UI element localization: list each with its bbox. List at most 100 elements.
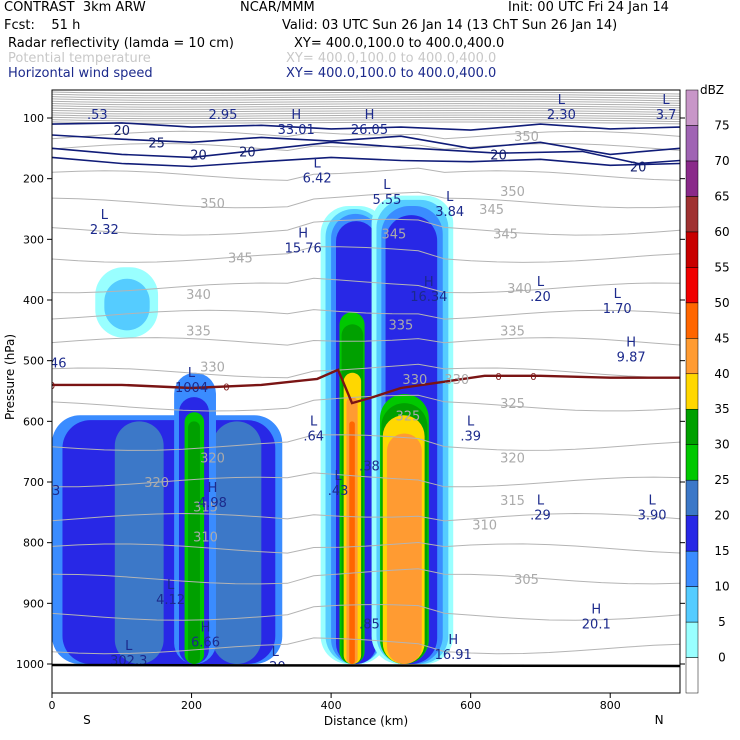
colorbar-swatch [685, 160, 699, 197]
extremum-symbol: L [314, 157, 322, 172]
wind-contour-line [52, 141, 680, 165]
extremum-value: 2.30 [547, 108, 576, 123]
theta-contour-label: 320 [144, 476, 169, 491]
colorbar-level-label: 35 [714, 402, 729, 416]
init-time: Init: 00 UTC Fri 24 Jan 14 [508, 0, 669, 15]
colorbar-swatch [685, 550, 699, 587]
extremum-symbol: H [365, 108, 375, 123]
theta-contour-label: 340 [507, 282, 532, 297]
extremum-value: 9.87 [617, 351, 646, 366]
extremum-value: 6.66 [191, 636, 220, 651]
theta-contour-label: 315 [193, 500, 218, 515]
extremum-symbol: L [662, 93, 670, 108]
extremum-value: .43 [328, 484, 349, 499]
extremum-symbol: L [125, 639, 133, 654]
colorbar-level-label: 75 [714, 118, 729, 132]
theta-contour-label: 305 [514, 573, 539, 588]
theta-contour-label: 345 [381, 227, 406, 242]
extremum-symbol: H [208, 481, 218, 496]
extremum-value: 2.32 [90, 223, 119, 238]
colorbar-level-label: 0 [718, 651, 726, 665]
y-tick-label: 300 [23, 233, 44, 246]
colorbar-level-label: 65 [714, 189, 729, 203]
colorbar-swatch [685, 125, 699, 162]
reflectivity-cell [386, 433, 422, 664]
y-tick-label: 200 [23, 173, 44, 186]
extremum-symbol: L [614, 287, 622, 302]
theta-contour-line [52, 512, 680, 522]
colorbar-swatch [685, 196, 699, 233]
field-reflectivity-name: Radar reflectivity (lamda = 10 cm) [8, 36, 234, 51]
reflectivity-cell [349, 421, 355, 664]
reflectivity-cell [114, 421, 164, 664]
extremum-value: 26.05 [351, 123, 388, 138]
theta-contour-line [52, 434, 680, 451]
extremum-value: 6.42 [303, 172, 332, 187]
x-tick-label: 600 [460, 699, 481, 712]
theta-contour-label: 350 [514, 130, 539, 145]
extremum-symbol: L [383, 178, 391, 193]
theta-contour-label: 330 [200, 361, 225, 376]
contour-labels: 350 350 350 345 345 345 345 340 340 335 335 335 330 3… [114, 124, 647, 588]
colorbar-swatch [685, 231, 699, 268]
extremum-symbol: L [272, 645, 280, 660]
colorbar-level-label: 25 [714, 473, 729, 487]
theta-contour-label: 330 [402, 373, 427, 388]
valid-time: Valid: 03 UTC Sun 26 Jan 14 (13 ChT Sun … [282, 18, 618, 33]
colorbar-swatch [685, 657, 699, 694]
field-theta-name: Potential temperature [8, 51, 151, 66]
extremum-value: .20 [265, 660, 286, 675]
extremum-value: 1.70 [603, 302, 632, 317]
field-theta-xy: XY= 400.0,100.0 to 400.0,400.0 [286, 51, 497, 66]
stratosphere-contour-line [52, 112, 680, 116]
theta-contour-line [52, 472, 680, 488]
theta-contour-line [52, 363, 680, 379]
reflectivity-cell [212, 421, 262, 664]
extremum-value: .38 [359, 460, 380, 475]
colorbar-level-label: 10 [714, 580, 729, 594]
wind-contour-label: 20 [630, 161, 647, 176]
stratosphere-contour-band [52, 91, 680, 125]
wind-contour-line [52, 134, 680, 156]
colorbar-level-label: 55 [714, 260, 729, 274]
extremum-value: 63 [44, 484, 61, 499]
colorbar-swatch [685, 338, 699, 375]
y-tick-label: 700 [23, 476, 44, 489]
stratosphere-contour-line [52, 91, 680, 95]
y-tick-label: 900 [23, 597, 44, 610]
theta-contours [52, 130, 680, 655]
extremum-value: .39 [460, 429, 481, 444]
extremum-symbol: H [298, 226, 308, 241]
theta-contour-label: 320 [500, 452, 525, 467]
extremum-symbol: H [201, 621, 211, 636]
extremum-symbol: H [448, 633, 458, 648]
wind-contour-line [52, 122, 680, 131]
extremum-value: .64 [303, 429, 324, 444]
wind-contour-label: 20 [490, 148, 507, 163]
x-axis-label: Distance (km) [324, 714, 408, 728]
colorbar-swatch [685, 373, 699, 410]
field-reflectivity-xy: XY= 400.0,100.0 to 400.0,400.0 [294, 36, 505, 51]
stratosphere-contour-line [52, 105, 680, 109]
freezing-level: 0 0 0 0 [49, 368, 680, 405]
theta-contour-line [52, 130, 680, 140]
theta-contour-line [52, 142, 680, 152]
extremum-value: 3.7 [656, 108, 677, 123]
extremum-symbol: H [424, 275, 434, 290]
colorbar: dBZ 0 5 10 15 20 25 30 35 40 45 50 55 60 65 70 75 [685, 83, 730, 694]
extremum-value: 2.95 [208, 108, 237, 123]
stratosphere-contour-line [52, 109, 680, 113]
extremum-value: 1004 [175, 381, 208, 396]
extremum-symbol: L [446, 190, 454, 205]
theta-contour-label: 335 [500, 324, 525, 339]
theta-contour-label: 345 [228, 252, 253, 267]
extremum-symbol: L [167, 578, 175, 593]
extremum-value: .20 [530, 290, 551, 305]
freezing-level-label: 0 [530, 372, 536, 383]
colorbar-swatch [685, 621, 699, 658]
reflectivity-cell [104, 278, 150, 331]
theta-contour-label: 335 [186, 324, 211, 339]
colorbar-level-label: 20 [714, 509, 729, 523]
freezing-level-label: 0 [49, 381, 55, 392]
